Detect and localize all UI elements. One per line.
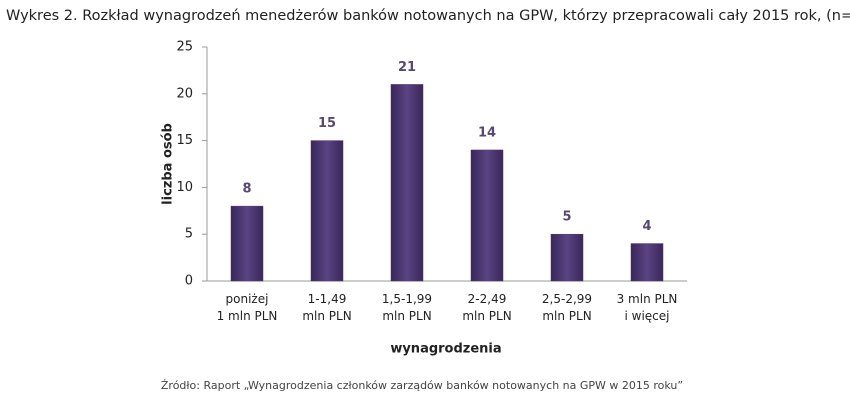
x-tick-label: 3 mln PLN i więcej <box>616 292 678 323</box>
value-label: 21 <box>398 60 416 75</box>
value-label: 4 <box>642 219 651 234</box>
chart-title: Wykres 2. Rozkład wynagrodzeń menedżerów… <box>6 8 850 24</box>
x-tick-label: 2-2,49 mln PLN <box>462 292 512 323</box>
y-tick-label: 15 <box>176 133 193 148</box>
y-tick-label: 25 <box>176 40 193 55</box>
bar <box>230 205 264 282</box>
y-tick-label: 0 <box>185 274 193 289</box>
x-tick-label: 2,5-2,99 mln PLN <box>541 292 593 323</box>
value-label: 8 <box>242 182 251 197</box>
bar <box>310 140 344 282</box>
y-tick-label: 10 <box>176 180 193 195</box>
value-label: 5 <box>562 210 571 225</box>
y-tick-label: 5 <box>185 227 193 242</box>
source: Źródło: Raport „Wynagrodzenia członków z… <box>161 379 683 392</box>
bar <box>390 84 424 282</box>
y-axis-title: liczba osób <box>161 123 176 205</box>
bar <box>550 233 584 282</box>
y-tick-label: 20 <box>176 86 193 101</box>
value-label: 14 <box>478 125 496 140</box>
bar <box>630 243 664 282</box>
x-tick-label: poniżej 1 mln PLN <box>216 292 278 323</box>
x-axis-title: wynagrodzenia <box>390 342 501 357</box>
x-tick-label: 1,5-1,99 mln PLN <box>381 292 433 323</box>
bar <box>470 149 504 282</box>
x-tick-label: 1-1,49 mln PLN <box>302 292 352 323</box>
value-label: 15 <box>318 116 336 131</box>
